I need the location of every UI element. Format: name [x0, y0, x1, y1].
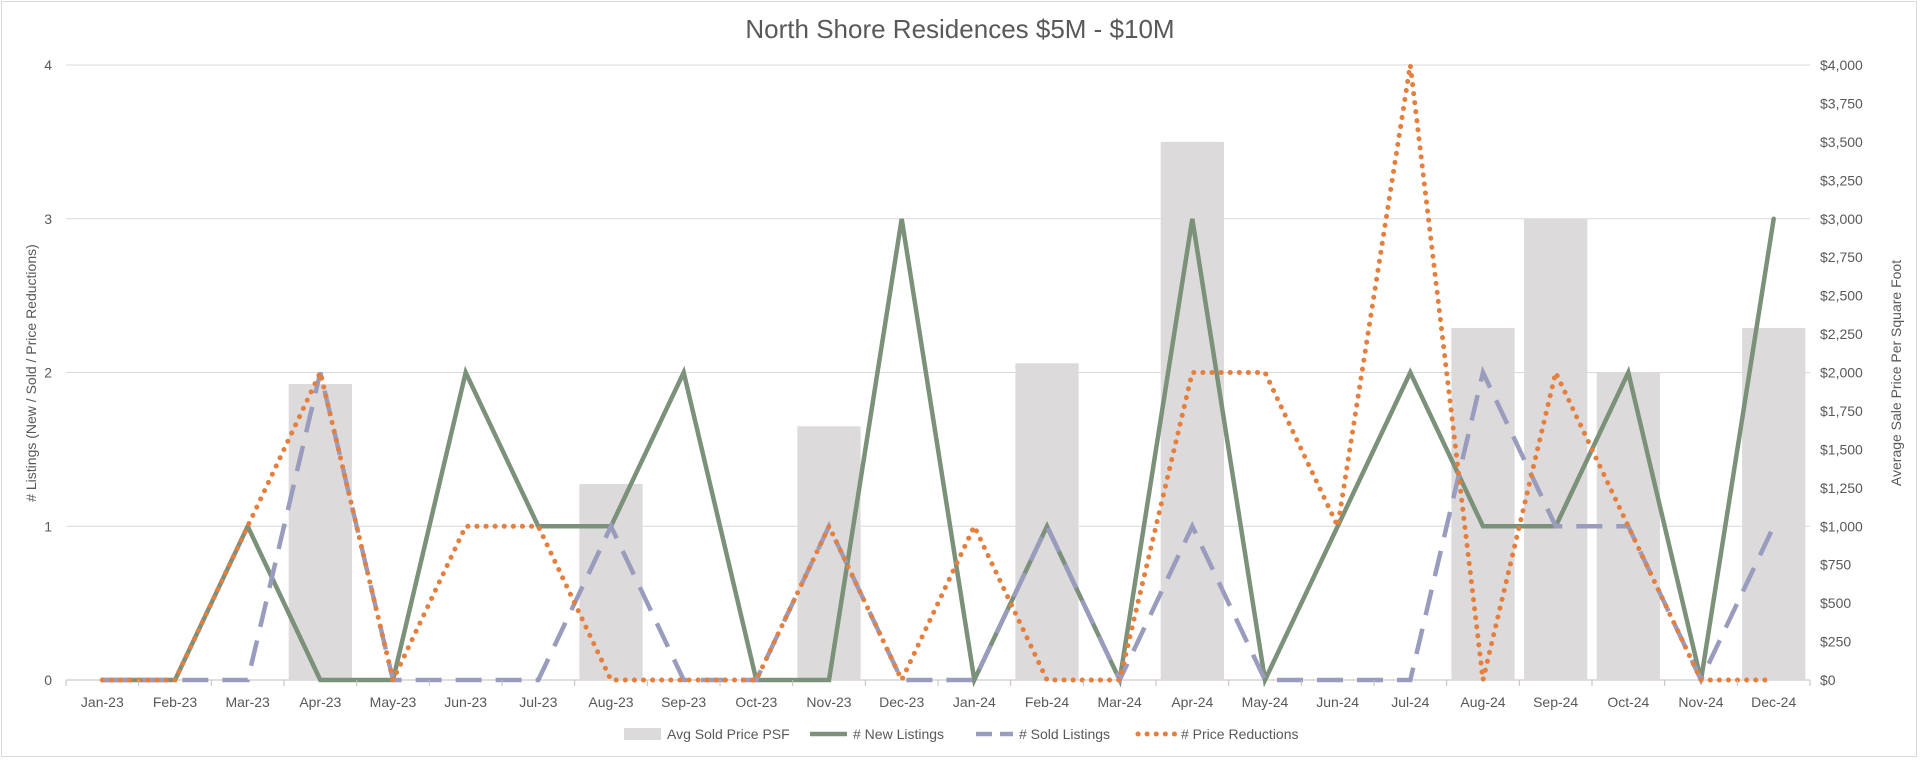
- legend-label: # New Listings: [853, 726, 944, 742]
- x-tick-label: Dec-23: [879, 694, 924, 710]
- x-tick-label: Nov-24: [1678, 694, 1723, 710]
- right-tick-label: $2,500: [1820, 288, 1863, 304]
- x-tick-label: Mar-24: [1097, 694, 1142, 710]
- bar: [1524, 218, 1588, 680]
- x-tick-label: Jun-24: [1316, 694, 1359, 710]
- right-tick-label: $250: [1820, 634, 1851, 650]
- bar: [1451, 327, 1515, 680]
- chart-title: North Shore Residences $5M - $10M: [745, 14, 1174, 44]
- right-tick-label: $1,750: [1820, 403, 1863, 419]
- left-axis-ticks: 0 1 2 3 4: [44, 57, 52, 688]
- x-tick-label: Aug-24: [1460, 694, 1505, 710]
- right-tick-label: $4,000: [1820, 57, 1863, 73]
- legend-swatch: [624, 728, 661, 740]
- series-line: [99, 64, 1777, 688]
- bar: [1742, 327, 1806, 680]
- x-tick-label: Feb-23: [153, 694, 198, 710]
- x-tick-label: Dec-24: [1751, 694, 1796, 710]
- left-tick-label: 0: [44, 672, 52, 688]
- right-tick-label: $3,000: [1820, 211, 1863, 227]
- x-tick-label: Apr-23: [299, 694, 341, 710]
- right-tick-label: $2,000: [1820, 365, 1863, 381]
- x-tick-label: Oct-23: [735, 694, 777, 710]
- legend-label: # Price Reductions: [1181, 726, 1299, 742]
- right-tick-label: $1,500: [1820, 441, 1863, 457]
- left-tick-label: 1: [44, 518, 52, 534]
- left-tick-label: 4: [44, 57, 52, 73]
- x-tick-label: Apr-24: [1171, 694, 1213, 710]
- bar-series: [288, 141, 1806, 680]
- x-tick-label: Jul-24: [1391, 694, 1429, 710]
- line-series: [99, 64, 1777, 688]
- left-tick-label: 2: [44, 365, 52, 381]
- x-tick-label: Jun-23: [444, 694, 487, 710]
- x-tick-label: Mar-23: [225, 694, 270, 710]
- right-tick-label: $3,500: [1820, 134, 1863, 150]
- x-tick-label: Nov-23: [806, 694, 851, 710]
- right-tick-label: $2,250: [1820, 326, 1863, 342]
- right-tick-label: $3,750: [1820, 95, 1863, 111]
- left-tick-label: 3: [44, 211, 52, 227]
- x-tick-label: Jul-23: [519, 694, 557, 710]
- x-axis-ticks: Jan-23 Feb-23 Mar-23 Apr-23 May-23 Jun-23 Jul-…: [65, 680, 1811, 710]
- x-tick-label: Jan-24: [953, 694, 996, 710]
- right-tick-label: $750: [1820, 557, 1851, 573]
- right-tick-label: $1,250: [1820, 480, 1863, 496]
- x-tick-label: Jan-23: [81, 694, 124, 710]
- right-tick-label: $2,750: [1820, 249, 1863, 265]
- x-tick-label: Oct-24: [1607, 694, 1649, 710]
- legend: Avg Sold Price PSF # New Listings # Sold L…: [624, 726, 1299, 742]
- x-tick-label: Aug-23: [588, 694, 633, 710]
- x-tick-label: Feb-24: [1025, 694, 1070, 710]
- right-tick-label: $1,000: [1820, 518, 1863, 534]
- left-axis-title: # Listings (New / Sold / Price Reduction…: [23, 244, 39, 502]
- right-axis-ticks: $0 $250 $500 $750 $1,000 $1,250 $1,500 $1,750 $2…: [1820, 57, 1863, 688]
- series-line: [100, 216, 1776, 688]
- x-tick-label: May-24: [1242, 694, 1289, 710]
- x-tick-label: May-23: [370, 694, 417, 710]
- bar: [579, 483, 643, 680]
- legend-label: Avg Sold Price PSF: [667, 726, 790, 742]
- right-tick-label: $0: [1820, 672, 1836, 688]
- x-tick-label: Sep-23: [661, 694, 706, 710]
- legend-label: # Sold Listings: [1019, 726, 1110, 742]
- right-axis-title: Average Sale Price Per Square Foot: [1888, 260, 1904, 486]
- right-tick-label: $500: [1820, 595, 1851, 611]
- series-line: [102, 365, 1776, 686]
- x-tick-label: Sep-24: [1533, 694, 1578, 710]
- right-tick-label: $3,250: [1820, 172, 1863, 188]
